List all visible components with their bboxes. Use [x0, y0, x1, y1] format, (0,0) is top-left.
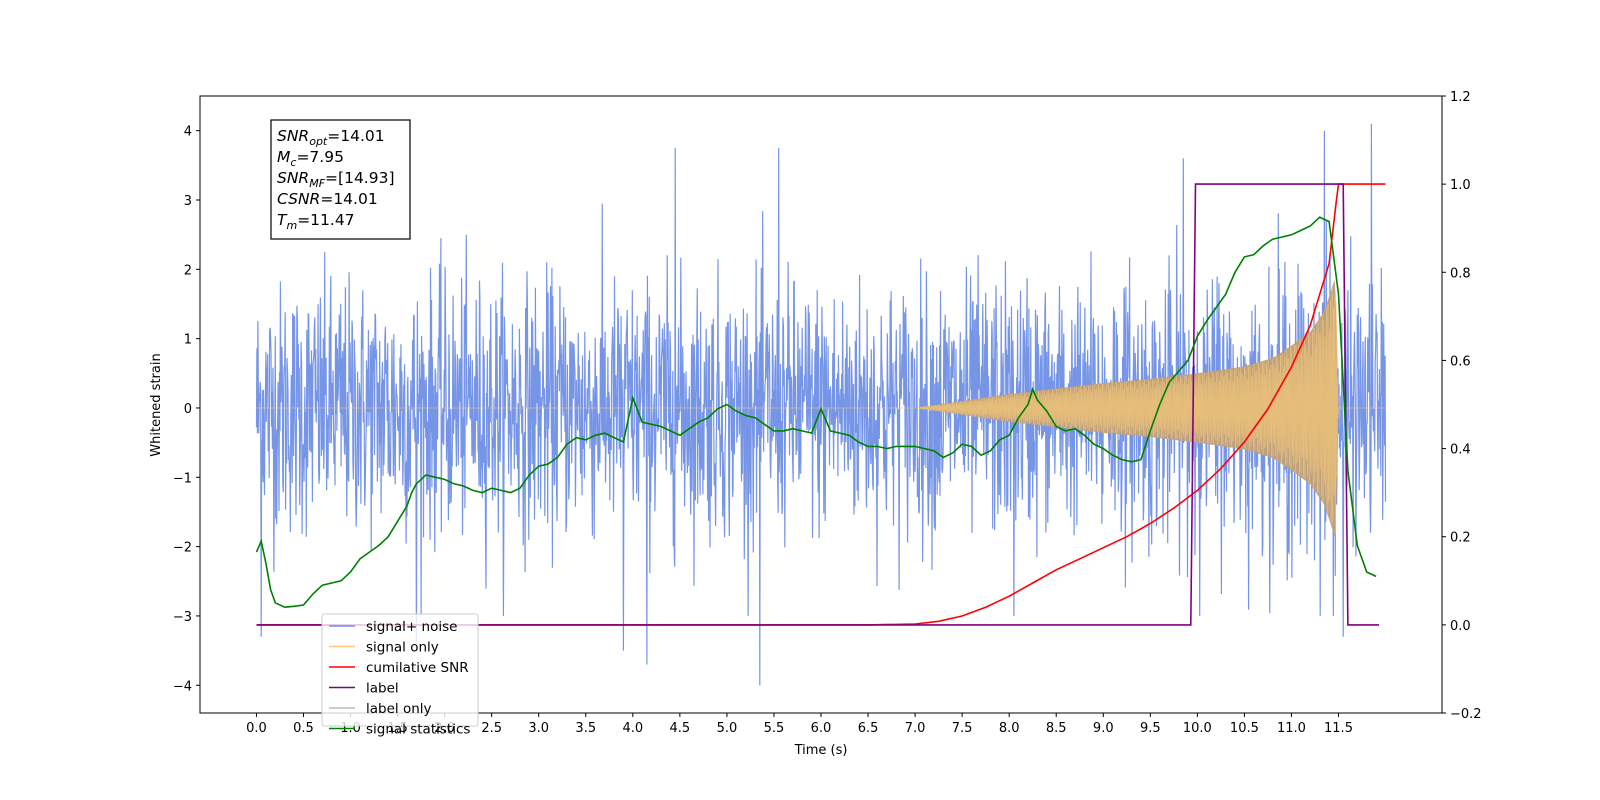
info-annotation-box: SNRopt=14.01Mc=7.95SNRMF=[14.93]CSNR=14.…	[270, 119, 411, 240]
legend-entry-label: cumilative SNR	[366, 660, 469, 676]
x-tick-label: 5.0	[717, 721, 738, 736]
x-tick-label: 11.0	[1277, 721, 1306, 736]
x-tick-label: 4.5	[670, 721, 691, 736]
y-tick-label: −3	[173, 610, 192, 625]
info-line: SNRopt=14.01	[277, 127, 385, 148]
y2-tick-label: 1.0	[1450, 178, 1471, 193]
info-line-subscript: m	[286, 219, 297, 232]
info-line-symbol: SNR	[277, 169, 309, 187]
x-tick-label: 6.5	[858, 721, 879, 736]
x-tick-label: 4.0	[622, 721, 643, 736]
x-tick-label: 11.5	[1324, 721, 1353, 736]
x-tick-label: 8.5	[1046, 721, 1067, 736]
y-tick-label: 4	[184, 125, 192, 140]
info-line-value: =[14.93]	[325, 169, 394, 187]
info-line-subscript: c	[290, 156, 296, 169]
info-line: Tm=11.47	[277, 211, 355, 232]
x-tick-label: 8.0	[999, 721, 1020, 736]
info-line-value: =7.95	[296, 148, 344, 166]
x-tick-label: 6.0	[811, 721, 832, 736]
y2-tick-label: −0.2	[1450, 707, 1482, 722]
legend-entry-label: signal only	[366, 640, 439, 656]
x-tick-label: 7.0	[905, 721, 926, 736]
y-tick-label: 1	[184, 333, 192, 348]
y-tick-label: −1	[173, 471, 192, 486]
y-axis-label: Whitened strain	[149, 353, 164, 456]
plot-area	[255, 123, 1387, 686]
legend-entry-label: label only	[366, 701, 432, 717]
info-line-symbol: T	[277, 211, 288, 229]
y-tick-label: −2	[173, 541, 192, 556]
info-line: CSNR=14.01	[277, 190, 378, 208]
y2-tick-label: 0.2	[1450, 531, 1471, 546]
legend-entry-label: signal+ noise	[366, 619, 457, 635]
x-tick-label: 5.5	[764, 721, 785, 736]
x-axis-label: Time (s)	[794, 743, 848, 758]
x-tick-label: 3.5	[575, 721, 596, 736]
info-line-subscript: MF	[309, 177, 325, 190]
y2-tick-label: 0.8	[1450, 266, 1471, 281]
legend: signal+ noise signal only cumilative SNR la…	[321, 613, 479, 738]
y-tick-label: −4	[173, 679, 192, 694]
x-tick-label: 10.5	[1230, 721, 1259, 736]
x-tick-label: 0.0	[246, 721, 267, 736]
y-tick-label: 3	[184, 194, 192, 209]
info-box-frame	[270, 119, 411, 240]
info-line-value: =14.01	[320, 190, 377, 208]
info-line-symbol: M	[277, 148, 290, 166]
info-line-symbol: SNR	[277, 127, 309, 145]
series-group	[255, 123, 1387, 686]
y2-tick-label: 0.4	[1450, 443, 1471, 458]
x-tick-label: 7.5	[952, 721, 973, 736]
info-line-value: =11.47	[297, 211, 354, 229]
x-tick-label: 10.0	[1183, 721, 1212, 736]
info-line: SNRMF=[14.93]	[277, 169, 395, 190]
series-signal-noise-line	[255, 123, 1387, 686]
y2-tick-label: 0.6	[1450, 354, 1471, 369]
y2-tick-label: 1.2	[1450, 90, 1471, 105]
x-tick-label: 9.0	[1093, 721, 1114, 736]
info-line-subscript: opt	[309, 135, 328, 148]
series-signal-statisticsline	[255, 216, 1377, 609]
x-tick-label: 0.5	[293, 721, 314, 736]
info-line-symbol: CSNR	[277, 190, 320, 208]
x-tick-label: 9.5	[1140, 721, 1161, 736]
y-axis-right: −0.2 0.0 0.2 0.4 0.6 0.8 1.0 1.2	[1442, 90, 1482, 722]
series-cumilative-snrline	[256, 183, 1386, 626]
legend-entry-label: signal statistics	[366, 722, 470, 738]
x-axis: 0.0 0.5 1.0 1.5 2.0 2.5 3.0 3.5 4.0 4.5 5.0 5.5 6.0 6…	[246, 713, 1353, 736]
y-tick-label: 0	[184, 402, 192, 417]
legend-entry-label: label	[366, 681, 399, 697]
x-tick-label: 3.0	[528, 721, 549, 736]
series-labelline	[256, 183, 1379, 626]
legend-frame	[321, 613, 479, 727]
x-tick-label: 2.5	[481, 721, 502, 736]
y-tick-label: 2	[184, 263, 192, 278]
y-axis-left: −4 −3 −2 −1 0 1 2 3 4	[173, 125, 200, 694]
info-line-value: =14.01	[327, 127, 384, 145]
y2-tick-label: 0.0	[1450, 619, 1471, 634]
info-line: Mc=7.95	[277, 148, 344, 169]
